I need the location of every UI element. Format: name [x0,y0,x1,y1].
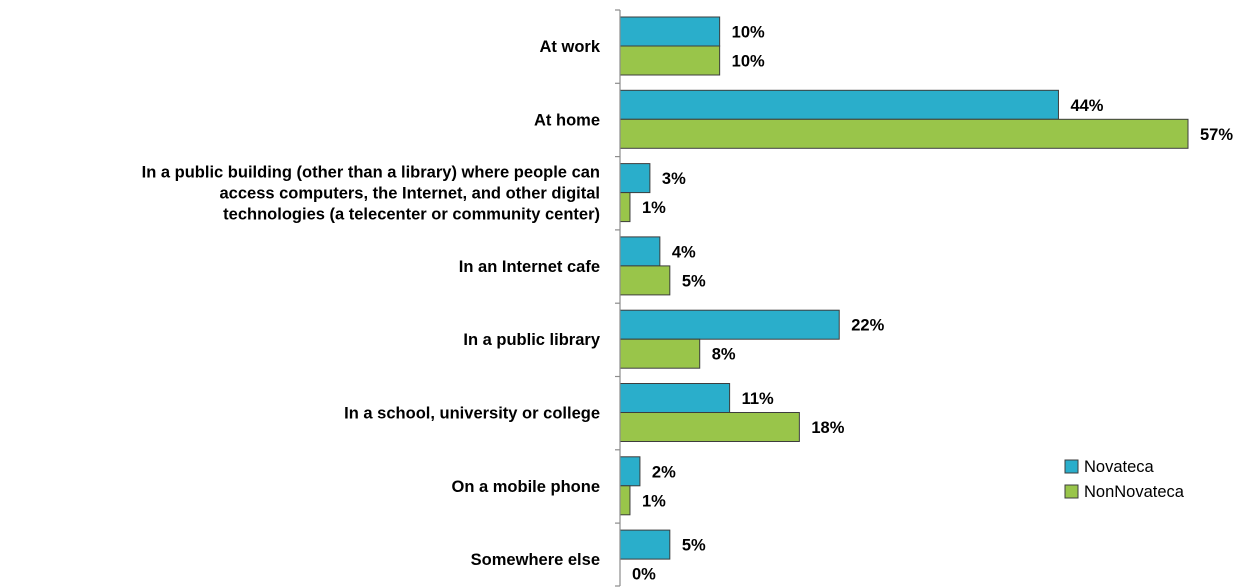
bar-novateca-in-a-public-building-other-than-a-librar [619,163,651,194]
value-label-nonnovateca-somewhere-else: 0% [632,566,656,584]
bar-nonnovateca-at-work [619,45,721,76]
bar-nonnovateca-in-a-public-building-other-than-a-librar [619,192,631,223]
value-label-nonnovateca-in-an-internet-cafe: 5% [682,272,706,290]
value-label-novateca-in-an-internet-cafe: 4% [672,243,696,261]
category-label-in-a-public-building-other-than-a-librar: In a public building (other than a libra… [142,164,600,224]
category-label-line: At work [539,38,600,56]
bar-nonnovateca-in-a-school-university-or-college [619,412,800,442]
category-label-on-a-mobile-phone: On a mobile phone [451,478,600,496]
value-label-nonnovateca-at-work: 10% [732,53,765,71]
category-label-in-a-school-university-or-college: In a school, university or college [344,405,600,423]
category-axis [615,9,621,587]
value-label-nonnovateca-in-a-public-library: 8% [712,346,736,364]
category-label-line: In a public library [463,331,600,349]
category-label-in-a-public-library: In a public library [463,331,600,349]
category-label-line: On a mobile phone [451,478,600,496]
category-label-line: access computers, the Internet, and othe… [219,185,600,203]
bar-novateca-in-a-school-university-or-college [619,383,731,413]
legend-label-nonnovateca: NonNovateca [1084,483,1185,501]
category-label-line: In an Internet cafe [459,258,600,276]
category-label-line: In a public building (other than a libra… [142,164,600,182]
category-label-line: technologies (a telecenter or community … [223,206,600,224]
category-label-at-home: At home [534,111,600,129]
bar-novateca-on-a-mobile-phone [619,456,641,487]
legend-swatch-novateca [1064,459,1079,474]
legend-swatch-nonnovateca [1064,484,1079,499]
legend: Novateca NonNovateca [1064,458,1185,501]
category-label-line: At home [534,111,600,129]
bar-nonnovateca-at-home [619,118,1189,149]
value-label-novateca-on-a-mobile-phone: 2% [652,463,676,481]
value-label-novateca-somewhere-else: 5% [682,537,706,555]
value-label-nonnovateca-on-a-mobile-phone: 1% [642,492,666,510]
bar-novateca-at-work [619,16,721,47]
bar-novateca-somewhere-else [619,529,671,560]
value-label-novateca-in-a-school-university-or-college: 11% [742,390,774,408]
category-label-in-an-internet-cafe: In an Internet cafe [459,258,600,276]
value-label-novateca-in-a-public-library: 22% [851,317,884,335]
value-label-nonnovateca-in-a-public-building-other-than-a-librar: 1% [642,199,666,217]
bar-novateca-in-an-internet-cafe [619,236,661,267]
bar-nonnovateca-in-a-public-library [619,338,701,369]
category-label-line: Somewhere else [471,551,600,569]
bar-novateca-at-home [619,89,1059,120]
category-label-line: In a school, university or college [344,405,600,423]
value-label-nonnovateca-at-home: 57% [1200,126,1233,144]
legend-label-novateca: Novateca [1084,458,1155,476]
value-label-novateca-in-a-public-building-other-than-a-librar: 3% [662,170,686,188]
category-labels: At work At home In a public building (othe… [142,38,601,569]
bar-novateca-in-a-public-library [619,309,840,340]
value-label-novateca-at-work: 10% [732,24,765,42]
bar-nonnovateca-on-a-mobile-phone [619,485,631,516]
value-label-novateca-at-home: 44% [1070,97,1103,115]
category-label-somewhere-else: Somewhere else [471,551,600,569]
bars-group [619,16,1189,560]
bar-nonnovateca-in-an-internet-cafe [619,265,671,296]
category-label-at-work: At work [539,38,600,56]
value-label-nonnovateca-in-a-school-university-or-college: 18% [811,419,844,437]
value-labels: 10% 10% 44% 57% 3% 1% 4% 5% 22% 8% 11% 18% 2% 1% 5% 0% [632,24,1233,584]
